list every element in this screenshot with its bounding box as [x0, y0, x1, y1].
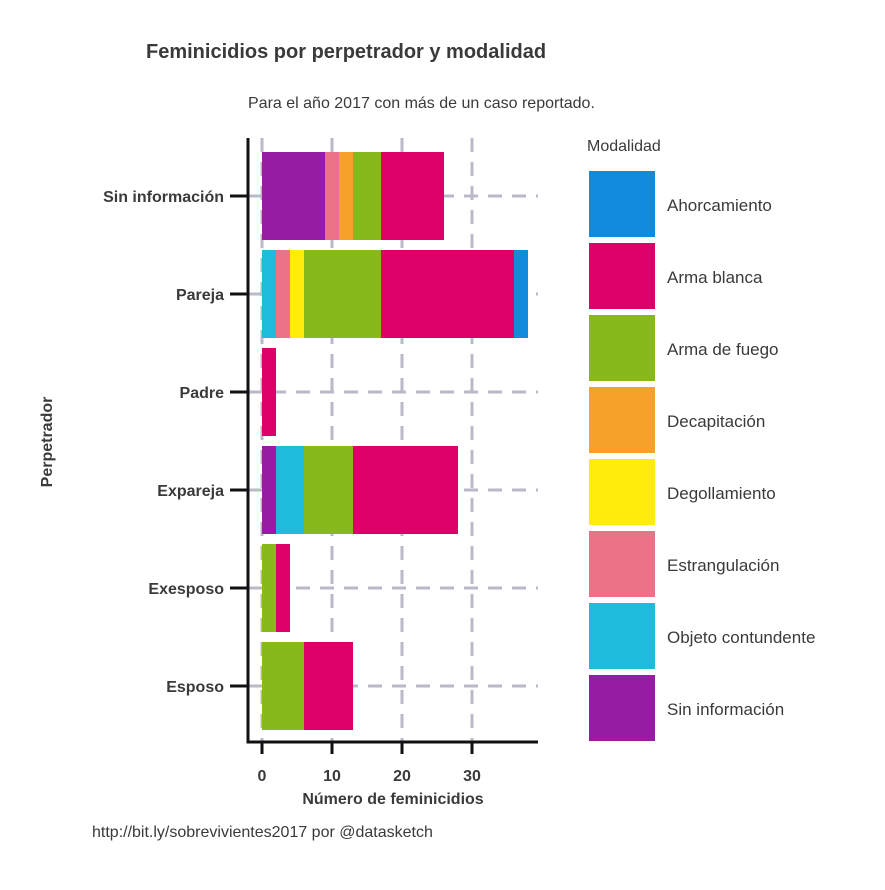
- chart-title: Feminicidios por perpetrador y modalidad: [146, 41, 546, 63]
- bar-segment: [381, 152, 444, 240]
- legend-swatch: [589, 603, 655, 669]
- x-tick-label: 0: [258, 768, 267, 785]
- legend-label: Decapitación: [667, 412, 765, 431]
- bar-segment: [325, 152, 339, 240]
- y-tick-label: Sin información: [103, 189, 224, 206]
- y-tick-label: Padre: [180, 385, 225, 402]
- bar-segment: [339, 152, 353, 240]
- bar-segment: [353, 446, 458, 534]
- bar-segment: [262, 544, 276, 632]
- axes: Sin información Pareja Padre Expareja Exespo…: [103, 138, 538, 785]
- bar-segment: [262, 152, 325, 240]
- chart-subtitle: Para el año 2017 con más de un caso repo…: [248, 95, 595, 112]
- x-tick-label: 30: [463, 768, 481, 785]
- x-tick-label: 10: [323, 768, 341, 785]
- legend-label: Arma de fuego: [667, 340, 779, 359]
- legend-title: Modalidad: [587, 138, 661, 155]
- bar-segment: [276, 544, 290, 632]
- legend-label: Objeto contundente: [667, 628, 815, 647]
- bar-segment: [353, 152, 381, 240]
- legend-label: Arma blanca: [667, 268, 763, 287]
- legend-swatch: [589, 315, 655, 381]
- bar-segment: [262, 446, 276, 534]
- bar-segment: [276, 250, 290, 338]
- bar-segment: [514, 250, 528, 338]
- bar-segment: [304, 446, 353, 534]
- bars: [262, 152, 528, 730]
- legend-swatch: [589, 171, 655, 237]
- y-tick-label: Esposo: [166, 679, 224, 696]
- x-axis-title: Número de feminicidios: [302, 791, 483, 808]
- bar-segment: [290, 250, 304, 338]
- x-tick-label: 20: [393, 768, 411, 785]
- legend-swatch: [589, 459, 655, 525]
- bar-segment: [304, 250, 381, 338]
- legend-label: Estrangulación: [667, 556, 779, 575]
- bar-segment: [304, 642, 353, 730]
- y-axis-title: Perpetrador: [39, 397, 56, 488]
- y-tick-label: Pareja: [176, 287, 224, 304]
- bar-segment: [262, 642, 304, 730]
- legend: Ahorcamiento Arma blanca Arma de fuego Deca…: [589, 171, 815, 741]
- y-tick-label: Exesposo: [148, 581, 224, 598]
- chart-caption: http://bit.ly/sobrevivientes2017 por @da…: [92, 824, 433, 841]
- bar-segment: [262, 348, 276, 436]
- legend-label: Degollamiento: [667, 484, 776, 503]
- legend-swatch: [589, 675, 655, 741]
- bar-segment: [262, 250, 276, 338]
- legend-swatch: [589, 387, 655, 453]
- legend-label: Sin información: [667, 700, 784, 719]
- legend-label: Ahorcamiento: [667, 196, 772, 215]
- bar-segment: [276, 446, 304, 534]
- legend-swatch: [589, 531, 655, 597]
- y-tick-label: Expareja: [157, 483, 224, 500]
- legend-swatch: [589, 243, 655, 309]
- bar-segment: [381, 250, 514, 338]
